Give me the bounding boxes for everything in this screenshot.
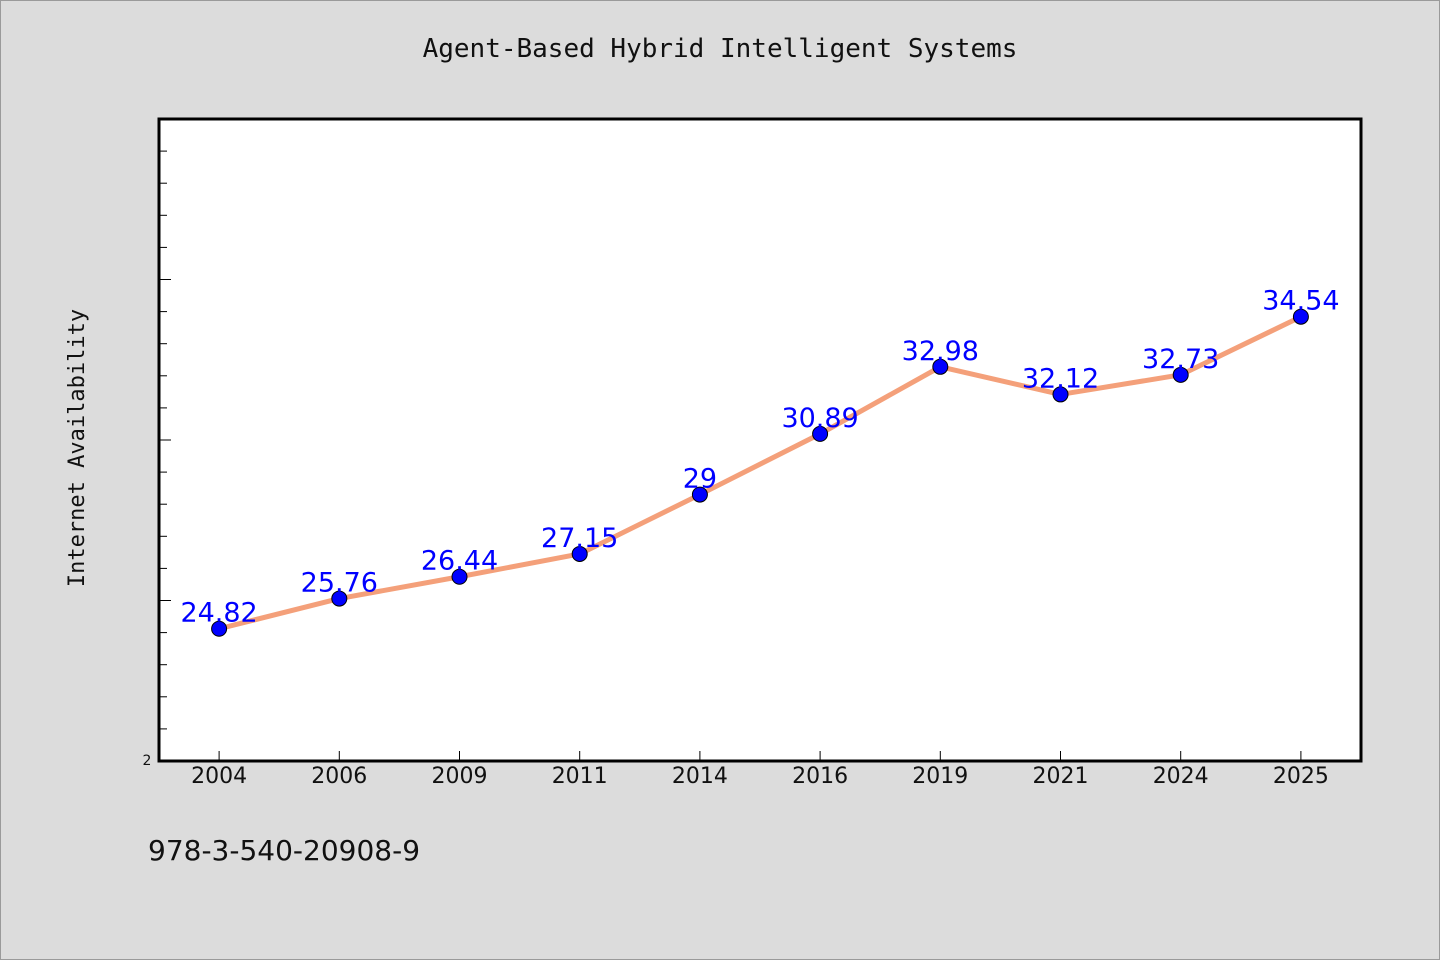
data-label: 27.15 [541, 523, 618, 554]
data-label: 32.98 [902, 336, 979, 367]
x-tick-label: 2025 [1273, 764, 1329, 789]
x-tick-label: 2011 [552, 764, 608, 789]
y-axis-ticks [159, 118, 171, 762]
y-axis-label: Internet Availability [65, 309, 90, 587]
data-label: 30.89 [781, 403, 858, 434]
data-label: 32.73 [1142, 344, 1219, 375]
data-point [1172, 366, 1189, 383]
x-tick-label: 2016 [792, 764, 848, 789]
series-markers [211, 308, 1309, 637]
x-tick-label: 2009 [432, 764, 488, 789]
data-label: 25.76 [301, 568, 378, 599]
x-tick-label: 2021 [1033, 764, 1089, 789]
data-point [331, 590, 348, 607]
series-line [218, 314, 1302, 632]
data-label: 24.82 [180, 598, 257, 629]
data-point [1292, 308, 1309, 325]
data-point [571, 545, 588, 562]
x-axis-ticks: 2004 2006 2009 2011 2014 2016 2019 2021 2024 2025 [191, 751, 1329, 789]
isbn-text: 978-3-540-20908-9 [148, 834, 421, 867]
data-point [451, 568, 468, 585]
x-tick-label: 2004 [191, 764, 247, 789]
plot-area [157, 117, 1363, 763]
data-label: 34.54 [1262, 286, 1339, 317]
data-label: 29 [683, 464, 717, 495]
data-label: 32.12 [1022, 363, 1099, 394]
data-point [691, 486, 708, 503]
x-tick-label: 2024 [1153, 764, 1209, 789]
data-point [1052, 386, 1069, 403]
x-tick-label: 2019 [912, 764, 968, 789]
chart-title: Agent-Based Hybrid Intelligent Systems [422, 34, 1018, 64]
data-point [932, 358, 949, 375]
x-tick-label: 2014 [672, 764, 728, 789]
data-label: 26.44 [421, 546, 498, 577]
data-point [211, 620, 228, 637]
y-axis-min-label: 2 [143, 753, 152, 769]
x-tick-label: 2006 [311, 764, 367, 789]
data-labels: 24.82 25.76 26.44 27.15 29 30.89 32.98 32.12 32.… [180, 286, 1339, 629]
data-point [812, 425, 829, 442]
